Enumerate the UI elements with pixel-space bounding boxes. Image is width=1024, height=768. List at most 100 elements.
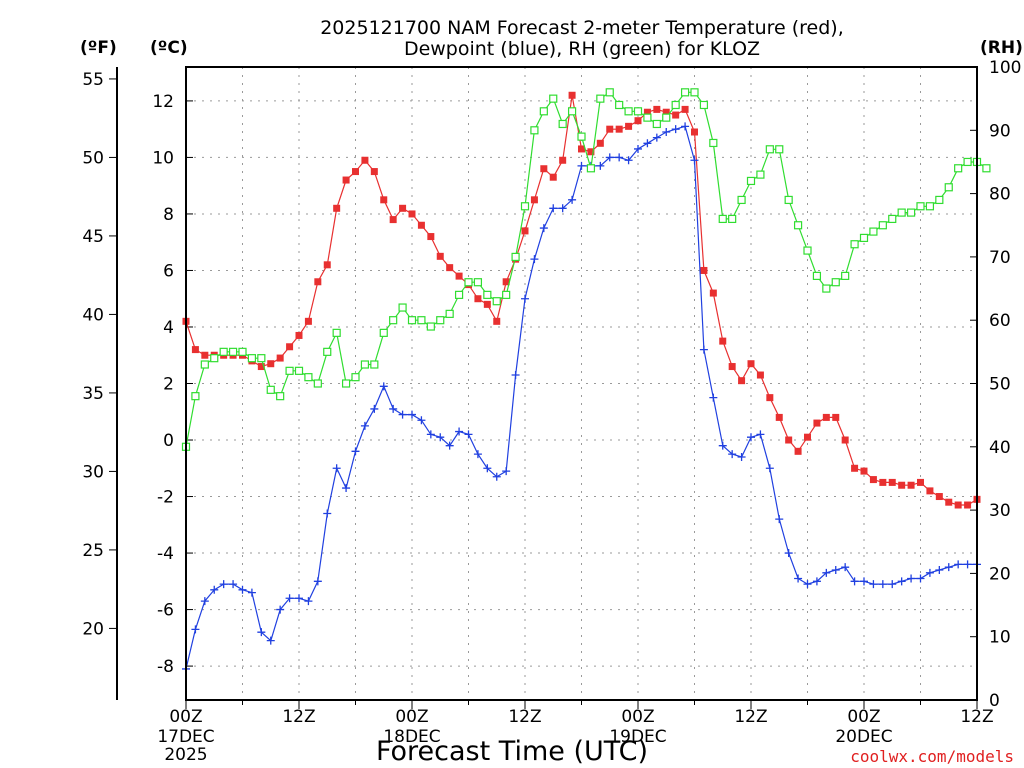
dewpoint-point	[426, 430, 435, 439]
credit-text: coolwx.com/models	[850, 747, 1014, 766]
celsius-tick-label: -2	[157, 488, 174, 508]
rh-point	[756, 170, 765, 179]
rh-point	[247, 354, 257, 363]
dewpoint-point	[464, 430, 473, 439]
rh-point	[850, 240, 859, 249]
celsius-unit-label: (ºC)	[150, 38, 188, 58]
fahrenheit-tick-label: 25	[82, 541, 104, 561]
dewpoint-point	[530, 255, 539, 264]
rh-tick-label: 50	[989, 375, 1011, 395]
dewpoint-point	[238, 585, 247, 594]
rh-tick-label: 90	[989, 121, 1011, 141]
dewpoint-point	[737, 452, 746, 461]
celsius-tick-label: 6	[163, 261, 174, 281]
dewpoint-point	[492, 472, 501, 481]
rh-point	[586, 164, 596, 173]
rh-point	[671, 100, 680, 110]
dewpoint-point	[398, 410, 407, 419]
rh-point	[596, 94, 605, 103]
temperature-point	[436, 252, 444, 260]
rh-point	[426, 322, 435, 331]
dewpoint-point	[436, 433, 445, 442]
rh-point	[709, 138, 718, 148]
dewpoint-point	[455, 427, 464, 436]
rh-point	[323, 347, 332, 356]
dewpoint-point	[605, 153, 614, 162]
rh-point	[624, 107, 633, 116]
temperature-point	[662, 108, 670, 116]
data-series	[181, 88, 991, 673]
rh-point	[370, 360, 379, 369]
rh-point	[897, 208, 906, 217]
dewpoint-point	[408, 410, 416, 419]
rh-point	[539, 107, 548, 116]
temperature-point	[615, 125, 623, 133]
dewpoint-point	[775, 515, 784, 524]
rh-point	[765, 145, 774, 154]
temperature-point	[606, 125, 614, 133]
temperature-point	[888, 478, 896, 486]
rh-point	[219, 347, 228, 356]
temperature-point	[634, 117, 642, 125]
temperature-point	[530, 196, 538, 204]
dewpoint-point	[304, 597, 313, 606]
temperature-point	[540, 165, 548, 173]
dewpoint-point	[643, 139, 652, 148]
dewpoint-point	[247, 588, 256, 597]
dewpoint-point	[916, 574, 925, 583]
temperature-point	[945, 498, 953, 506]
dewpoint-point	[389, 404, 398, 413]
rh-point	[728, 214, 737, 224]
temperature-point	[399, 204, 407, 212]
rh-point	[389, 316, 398, 325]
x-tick-label: 12Z	[282, 707, 315, 727]
x-tick-date-label: 19DEC	[609, 727, 666, 747]
temperature-point	[474, 295, 482, 303]
temperature-point	[794, 447, 802, 455]
dewpoint-point	[511, 371, 520, 380]
rh-point	[511, 252, 520, 261]
celsius-tick-label: 0	[163, 431, 174, 451]
rh-point	[332, 328, 341, 337]
dewpoint-point	[954, 560, 963, 569]
dewpoint-point	[634, 144, 642, 153]
rh-point	[483, 290, 492, 299]
temperature-point	[964, 501, 972, 509]
rh-tick-label: 80	[989, 185, 1011, 205]
x-tick-date-label: 20DEC	[835, 727, 892, 747]
temperature-point	[804, 433, 811, 441]
rh-tick-label: 30	[989, 501, 1011, 521]
dewpoint-point	[784, 549, 793, 558]
dewpoint-point	[888, 580, 897, 589]
temperature-point	[700, 266, 708, 274]
rh-point	[313, 379, 322, 388]
temperature-point	[898, 481, 906, 489]
temperature-point	[643, 108, 651, 116]
dewpoint-point	[662, 127, 671, 136]
temperature-point	[427, 233, 435, 241]
rh-tick-label: 70	[989, 248, 1011, 268]
x-tick-label: 12Z	[508, 707, 541, 727]
temperature-point	[860, 467, 868, 475]
temperature-point	[559, 156, 567, 164]
temperature-point	[502, 278, 510, 286]
dewpoint-point	[313, 577, 322, 586]
plot-frame	[185, 66, 978, 701]
dewpoint-point	[615, 153, 624, 162]
temperature-point	[738, 377, 746, 385]
temperature-series	[182, 91, 981, 509]
temperature-point	[389, 216, 397, 224]
rh-point	[276, 392, 285, 401]
chart-title-line1: 2025121700 NAM Forecast 2-meter Temperat…	[320, 17, 844, 39]
x-tick-label: 00Z	[169, 707, 202, 727]
dewpoint-point	[728, 450, 737, 459]
rh-point	[454, 290, 464, 299]
temperature-point	[521, 227, 529, 235]
fahrenheit-tick-label: 40	[82, 305, 104, 325]
temperature-point	[408, 210, 416, 218]
rh-point	[652, 119, 661, 129]
x-tick-year-label: 2025	[164, 745, 207, 765]
dewpoint-point	[652, 133, 661, 142]
rh-point	[812, 271, 822, 280]
dewpoint-point	[907, 574, 916, 583]
